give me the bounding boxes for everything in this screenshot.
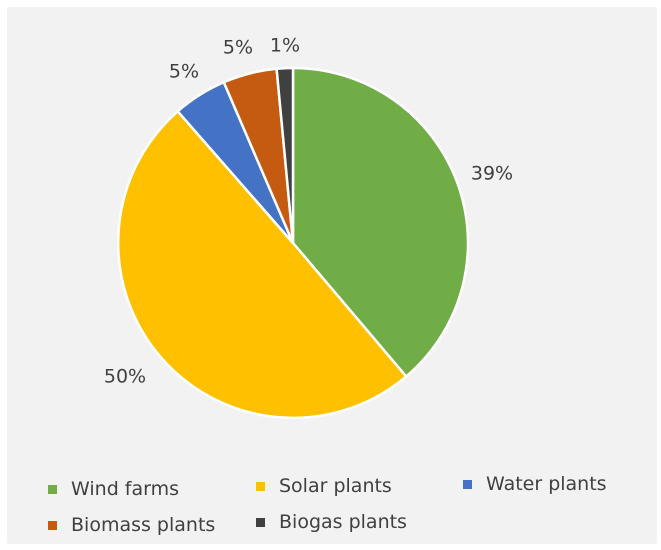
pie-slice-solar-plants xyxy=(116,109,408,420)
data-label-solar-plants: 50% xyxy=(104,366,146,388)
pie-slice-biogas-plants xyxy=(275,66,295,244)
data-label-wind-farms: 39% xyxy=(471,163,513,185)
data-label-water-plants: 5% xyxy=(169,61,199,83)
pie-slice-wind-farms xyxy=(291,66,470,379)
data-label-biomass-plants: 5% xyxy=(223,37,253,59)
data-label-biogas-plants: 1% xyxy=(270,35,300,57)
